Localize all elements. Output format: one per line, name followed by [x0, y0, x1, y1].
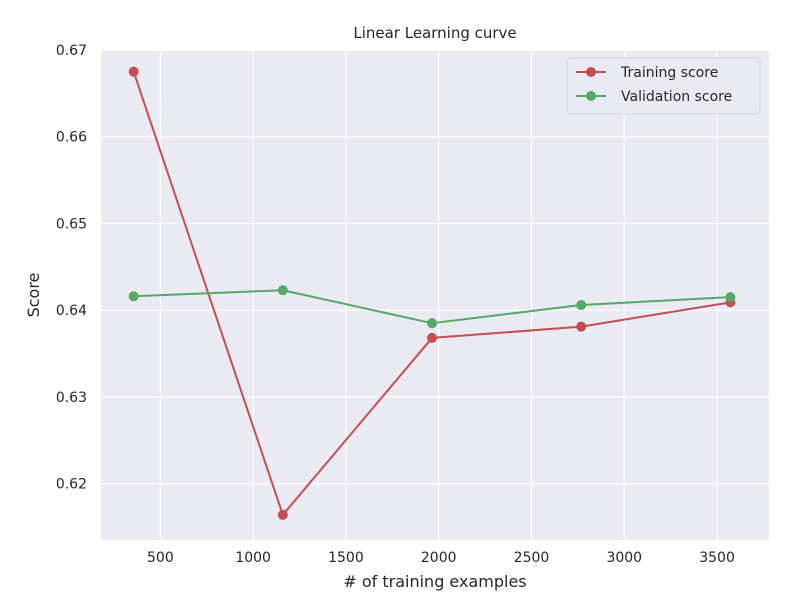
validation-score-point [725, 292, 736, 303]
legend: Training score Validation score [566, 57, 761, 115]
y-axis-label: Score [24, 273, 43, 318]
validation-score-point [128, 291, 139, 302]
training-score-point [576, 321, 587, 332]
chart-title: Linear Learning curve [353, 24, 516, 42]
grid-lines [101, 49, 769, 540]
plot-area-background [101, 50, 769, 540]
x-tick-label: 3500 [699, 550, 735, 566]
validation-score-point [576, 299, 587, 310]
y-tick-label: 0.62 [56, 477, 87, 493]
x-tick-label: 1500 [328, 550, 364, 566]
y-tick-label: 0.63 [56, 390, 87, 406]
legend-marker-icon [586, 67, 596, 77]
legend-box [566, 57, 761, 115]
x-axis-label: # of training examples [343, 572, 526, 591]
validation-score-point [277, 285, 288, 296]
y-tick-label: 0.64 [56, 303, 87, 319]
validation-score-point [427, 318, 438, 329]
x-tick-label: 2500 [514, 550, 550, 566]
tick-labels: 500 1000 1500 2000 2500 3000 3500 0.62 0.63 0.64 0… [56, 43, 735, 566]
legend-item: Validation score [576, 89, 732, 105]
legend-label: Training score [620, 65, 718, 81]
legend-item: Training score [576, 65, 718, 81]
y-tick-label: 0.66 [56, 130, 87, 146]
training-score-point [277, 509, 288, 520]
x-tick-label: 3000 [606, 550, 642, 566]
legend-label: Validation score [621, 89, 732, 105]
series-layer [128, 66, 736, 520]
training-score-point [128, 66, 139, 77]
x-tick-label: 1000 [235, 550, 271, 566]
x-tick-label: 500 [147, 550, 174, 566]
training-score-point [427, 332, 438, 343]
legend-marker-icon [586, 91, 596, 101]
y-tick-label: 0.65 [56, 216, 87, 232]
y-tick-label: 0.67 [56, 43, 87, 59]
legend-items: Training score Validation score [576, 65, 732, 105]
x-tick-label: 2000 [421, 550, 457, 566]
